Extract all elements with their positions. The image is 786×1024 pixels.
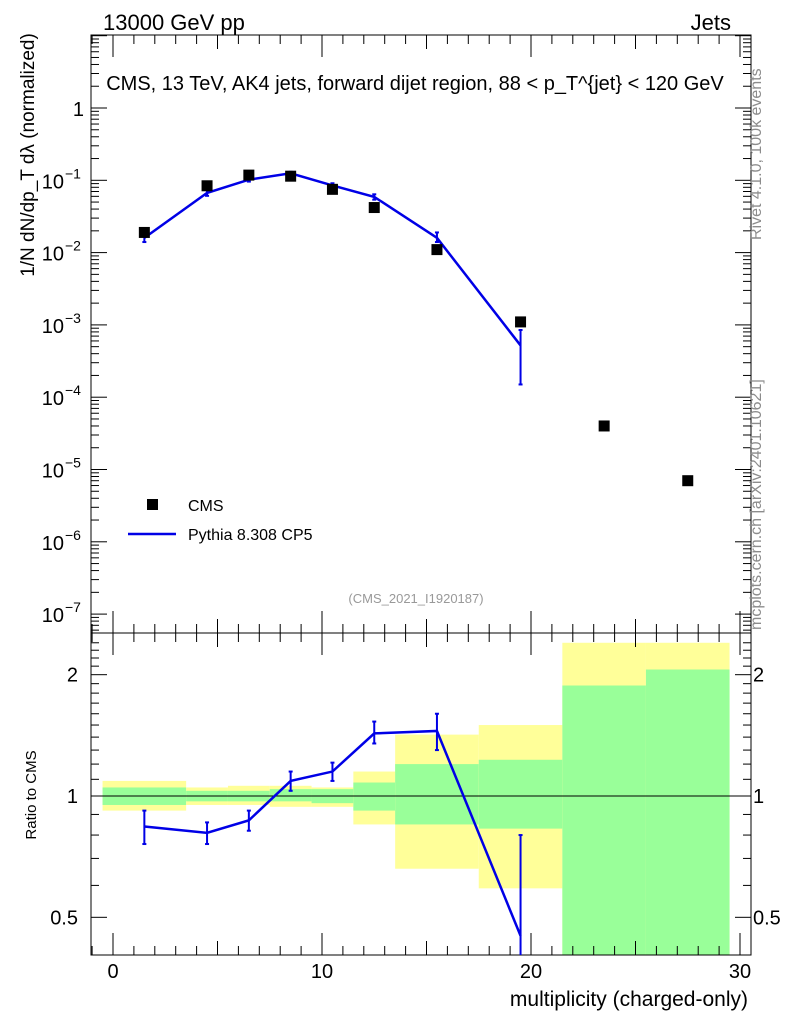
- main-y-tick-label: 1: [73, 99, 84, 121]
- main-y-tick-exponent: −1: [65, 165, 81, 181]
- legend-cms-marker: [147, 499, 158, 510]
- x-tick-label: 10: [311, 961, 333, 983]
- ratio-y-tick-label-right: 1: [753, 786, 764, 808]
- main-y-tick-label: 10: [42, 605, 64, 627]
- pythia-main-line: [143, 172, 522, 347]
- legend-pythia-label: Pythia 8.308 CP5: [188, 527, 313, 544]
- main-y-tick-exponent: −5: [65, 455, 81, 471]
- cms-data-point: [368, 202, 380, 214]
- pythia-ratio-line: [144, 729, 522, 937]
- main-panel-series: [138, 169, 694, 487]
- cms-data-point: [682, 475, 694, 487]
- band-inner-6: [395, 764, 479, 825]
- main-y-tick-exponent: −3: [65, 310, 81, 326]
- ratio-y-tick-label: 2: [67, 665, 78, 687]
- ratio-uncertainty-bands: [102, 642, 730, 955]
- x-tick-label: 0: [107, 961, 118, 983]
- main-y-tick-exponent: −2: [65, 238, 81, 254]
- cms-data-point: [285, 170, 297, 182]
- ratio-y-tick-label: 1: [67, 786, 78, 808]
- main-y-tick-exponent: −6: [65, 527, 81, 543]
- rivet-label: Rivet 4.1.0, 100k events: [748, 68, 765, 240]
- ratio-panel-axes: 0 10 20 30 0.5 0.5 1 1 2 2: [50, 632, 781, 983]
- cms-data-point: [243, 169, 255, 181]
- header-right-label: Jets: [691, 10, 731, 35]
- main-panel-axes: 110−110−210−310−410−510−610−7: [42, 34, 752, 634]
- main-y-tick-label: 10: [42, 461, 64, 483]
- main-y-tick-label: 10: [42, 171, 64, 193]
- main-y-tick-exponent: −7: [65, 599, 81, 615]
- legend-cms-label: CMS: [188, 498, 224, 515]
- cms-data-point: [326, 183, 338, 195]
- x-axis-label: multiplicity (charged-only): [510, 988, 748, 1011]
- main-y-tick-label: 10: [42, 316, 64, 338]
- x-tick-label: 20: [520, 961, 542, 983]
- analysis-watermark: (CMS_2021_I1920187): [348, 591, 483, 606]
- x-tick-label: 30: [729, 961, 751, 983]
- cms-data-point: [201, 180, 213, 192]
- plot-title: CMS, 13 TeV, AK4 jets, forward dijet reg…: [106, 73, 724, 95]
- ratio-y-tick-label: 0.5: [50, 907, 78, 929]
- ratio-panel-series: [142, 712, 523, 955]
- ratio-y-tick-label-right: 0.5: [753, 907, 781, 929]
- cms-data-point: [431, 244, 443, 256]
- cms-data-point: [598, 420, 610, 432]
- band-inner-8: [562, 685, 646, 955]
- cms-data-point: [138, 226, 150, 238]
- cms-data-point: [515, 316, 527, 328]
- ratio-y-axis-label: Ratio to CMS: [23, 750, 40, 839]
- main-y-tick-label: 10: [42, 388, 64, 410]
- ratio-frame: [90, 632, 752, 956]
- main-y-tick-exponent: −4: [65, 382, 81, 398]
- ratio-y-tick-label-right: 2: [753, 665, 764, 687]
- band-inner-9: [645, 669, 730, 955]
- main-y-tick-label: 10: [42, 244, 64, 266]
- main-y-tick-label: 10: [42, 533, 64, 555]
- main-y-axis-label: 1/N dN/dp_T dλ (normalized): [18, 33, 39, 277]
- band-inner-5: [353, 782, 396, 811]
- band-inner-7: [478, 759, 563, 829]
- mcplots-label: mcplots.cern.ch [arXiv:2401.10621]: [748, 379, 765, 630]
- header-left-label: 13000 GeV pp: [103, 10, 245, 35]
- legend: CMS Pythia 8.308 CP5: [128, 498, 313, 544]
